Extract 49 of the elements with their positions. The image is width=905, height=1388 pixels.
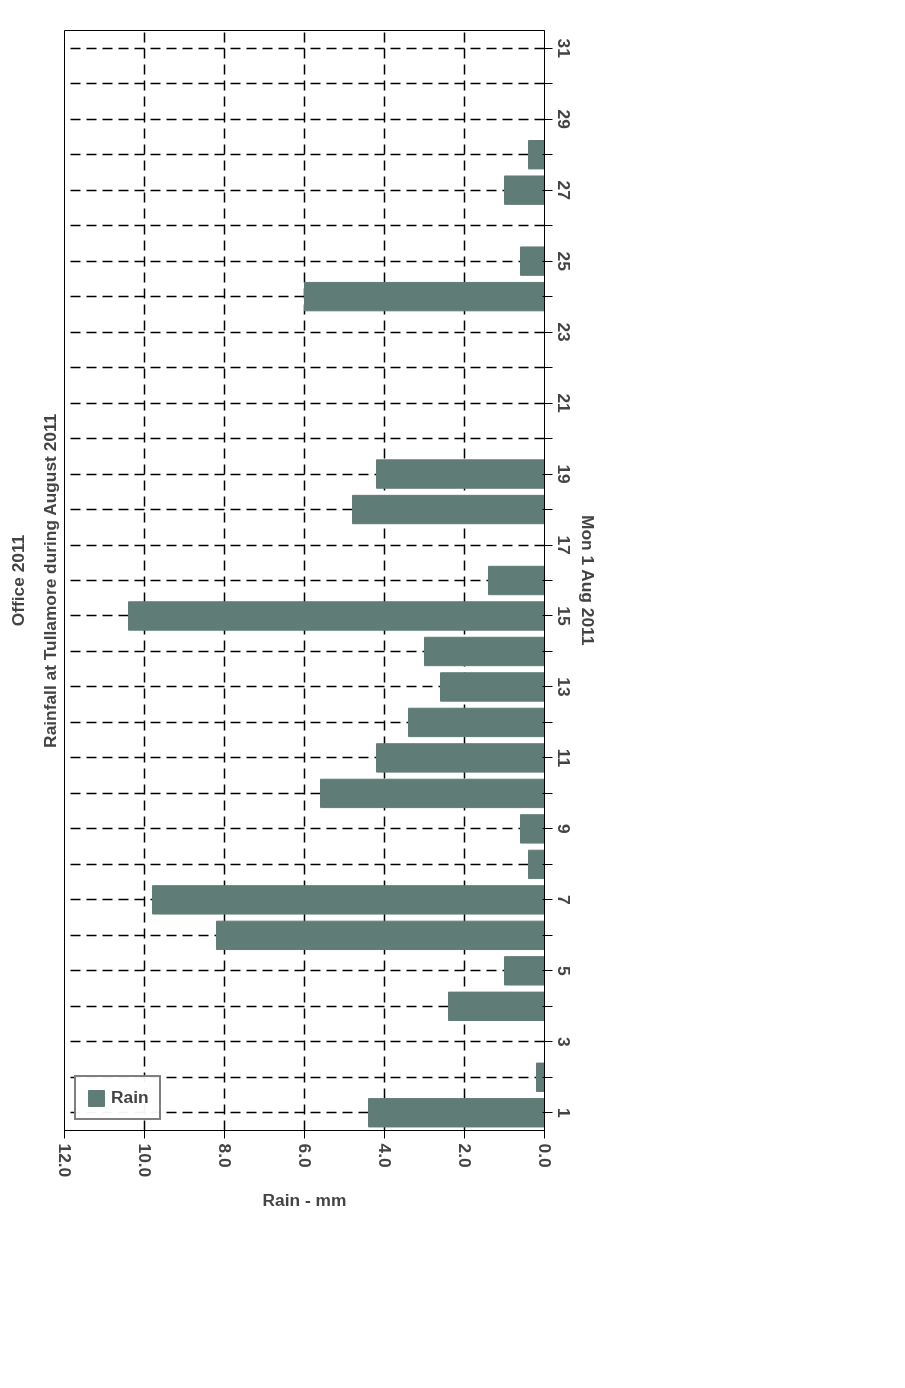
bar — [440, 672, 545, 702]
y-tick-label: 7 — [553, 895, 574, 905]
bar — [528, 849, 545, 880]
x-axis-title: Rain - mm — [262, 1190, 347, 1211]
bar — [216, 920, 545, 951]
x-tick-label: 10.0 — [134, 1143, 155, 1178]
bar — [504, 956, 545, 986]
y-tick-label: 25 — [553, 251, 574, 272]
y-tick-label: 19 — [553, 464, 574, 484]
y-tick-label: 31 — [553, 38, 574, 59]
text: Office 2011 — [7, 534, 28, 627]
y-tick-label: 9 — [553, 824, 574, 834]
bar — [352, 494, 545, 525]
bar — [408, 707, 545, 738]
bar — [376, 743, 545, 773]
x-tick-label: 12.0 — [54, 1143, 75, 1178]
x-tick-label: 6.0 — [294, 1143, 315, 1168]
bar — [536, 1062, 545, 1092]
bar — [520, 246, 545, 276]
y-tick-label: 27 — [553, 180, 574, 200]
y-tick-label: 11 — [553, 748, 574, 768]
y-tick-label: 23 — [553, 322, 574, 343]
bar — [320, 778, 545, 809]
bar — [448, 991, 545, 1021]
y-tick-label: 21 — [553, 393, 574, 414]
y-tick-label: 5 — [553, 966, 574, 976]
bar — [424, 636, 545, 667]
y-tick-label: 3 — [553, 1036, 574, 1047]
bar — [304, 281, 545, 312]
y-axis-title: Mon 1 Aug 2011 — [577, 515, 598, 646]
bar — [376, 459, 545, 489]
x-tick-label: 8.0 — [214, 1143, 235, 1168]
y-tick-label: 1 — [553, 1107, 574, 1118]
bar — [520, 814, 545, 844]
y-tick-label: 15 — [553, 606, 574, 626]
bar — [504, 175, 545, 205]
bar — [368, 1098, 545, 1128]
y-tick-label: 17 — [553, 535, 574, 555]
x-tick-label: 2.0 — [454, 1143, 475, 1168]
y-tick-label: 29 — [553, 109, 574, 129]
y-tick-label: 13 — [553, 677, 574, 697]
x-tick-label: 0.0 — [534, 1143, 555, 1168]
bar — [488, 565, 545, 596]
text: Rainfall at Tullamore during August 2011 — [39, 413, 60, 748]
x-tick-label: 4.0 — [374, 1143, 395, 1168]
bar — [152, 885, 545, 915]
bar — [128, 601, 545, 631]
legend-label: Rain — [111, 1087, 149, 1108]
bar — [528, 140, 545, 170]
